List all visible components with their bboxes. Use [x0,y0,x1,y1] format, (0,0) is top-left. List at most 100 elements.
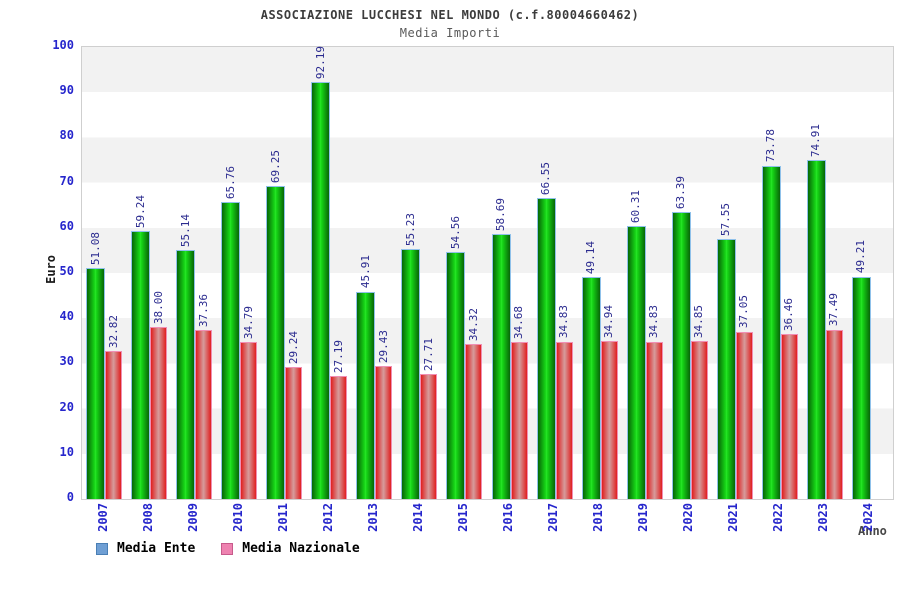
bar-media-ente-2024 [851,276,871,499]
bar-media-ente-2013 [356,291,376,499]
chart-subtitle: Media Importi [399,26,501,40]
bar-media-ente-2016 [491,233,511,499]
value-label-media-ente-2012: 92.19 [313,46,327,80]
bar-media-nazionale-2014 [420,373,438,499]
bar-media-nazionale-2018 [600,341,618,499]
x-tick-label-2010: 2010 [230,503,245,532]
bar-media-ente-2017 [536,198,556,499]
value-label-media-ente-2007: 51.08 [88,232,102,266]
legend: Media Ente Media Nazionale [96,541,360,556]
bar-media-ente-2018 [581,276,601,499]
x-tick-label-2017: 2017 [546,503,561,532]
y-tick-label-80: 80 [59,128,74,143]
bar-media-ente-2009 [176,249,196,499]
legend-swatch-media-ente [96,542,108,555]
bar-media-nazionale-2022 [780,334,798,499]
legend-swatch-media-nazionale [221,542,234,555]
bar-media-ente-2019 [626,226,646,499]
value-label-media-nazionale-2016: 34.68 [512,306,525,340]
x-tick-label-2024: 2024 [861,503,876,532]
chart-title: ASSOCIAZIONE LUCCHESI NEL MONDO (c.f.800… [260,8,640,22]
y-tick-label-20: 20 [59,399,74,414]
x-tick-label-2015: 2015 [455,503,470,532]
bar-media-ente-2008 [131,231,151,499]
bar-media-nazionale-2012 [330,376,348,499]
x-tick-label-2007: 2007 [95,503,110,532]
bar-media-nazionale-2009 [195,330,213,499]
value-label-media-ente-2013: 45.91 [358,255,372,289]
value-label-media-nazionale-2012: 27.19 [331,339,345,374]
bar-media-nazionale-2020 [690,341,708,499]
value-label-media-nazionale-2013: 29.43 [376,329,390,363]
bar-media-nazionale-2007 [105,350,122,499]
value-label-media-nazionale-2010: 34.79 [241,305,255,339]
value-label-media-nazionale-2021: 37.05 [737,295,751,329]
legend-item-media-ente: Media Ente [96,541,195,556]
y-tick-label-40: 40 [59,309,74,324]
legend-label-media-nazionale: Media Nazionale [242,541,360,556]
x-tick-label-2019: 2019 [636,503,651,532]
bar-media-ente-2012 [311,82,331,499]
value-label-media-ente-2018: 49.14 [584,240,598,274]
bar-media-nazionale-2021 [735,331,753,499]
value-label-media-nazionale-2009: 37.36 [196,294,210,328]
y-tick-label-70: 70 [59,173,74,188]
value-label-media-nazionale-2014: 27.71 [421,337,435,371]
y-tick-label-100: 100 [52,38,74,52]
y-tick-label-50: 50 [59,264,74,278]
y-tick-label-30: 30 [59,354,74,369]
x-tick-label-2021: 2021 [726,503,741,532]
value-label-media-nazionale-2008: 38.00 [151,291,165,325]
x-tick-label-2013: 2013 [365,503,380,532]
y-tick-label-90: 90 [59,83,74,98]
value-label-media-nazionale-2017: 34.83 [557,305,571,339]
y-tick-label-10: 10 [59,444,74,459]
x-axis-title: Anno [858,524,887,538]
legend-item-media-nazionale: Media Nazionale [221,541,360,556]
x-tick-label-2012: 2012 [320,503,335,532]
bar-media-nazionale-2023 [825,329,843,499]
x-tick-label-2011: 2011 [275,503,290,532]
bar-media-ente-2011 [266,186,286,499]
bar-media-ente-2022 [761,165,781,499]
x-tick-label-2009: 2009 [185,503,200,532]
x-tick-label-2022: 2022 [771,503,786,532]
x-tick-label-2008: 2008 [140,503,155,532]
value-label-media-ente-2010: 65.76 [223,165,237,199]
value-label-media-ente-2009: 55.14 [178,213,192,247]
value-label-media-nazionale-2019: 34.83 [647,305,661,339]
bar-media-ente-2020 [671,212,691,499]
value-label-media-ente-2017: 66.55 [539,162,553,196]
y-tick-label-60: 60 [59,218,74,233]
x-tick-label-2014: 2014 [410,503,425,532]
value-label-media-ente-2022: 73.78 [764,129,778,163]
bar-media-nazionale-2008 [150,327,168,499]
value-label-media-nazionale-2023: 37.49 [827,293,841,327]
bar-media-ente-2010 [221,201,241,499]
value-label-media-nazionale-2015: 34.32 [466,307,480,341]
value-label-media-ente-2011: 69.25 [268,149,282,183]
bar-media-ente-2015 [446,252,466,499]
value-label-media-nazionale-2011: 29.24 [286,330,300,364]
x-tick-label-2016: 2016 [501,503,516,532]
y-tick-label-0: 0 [66,490,74,504]
value-label-media-ente-2021: 57.55 [719,202,733,236]
x-tick-label-2018: 2018 [591,503,606,532]
value-label-media-ente-2014: 55.23 [403,213,417,247]
value-label-media-nazionale-2018: 34.94 [602,304,616,339]
bar-media-nazionale-2019 [645,341,663,499]
x-tick-label-2020: 2020 [681,503,696,532]
bar-media-nazionale-2015 [465,343,483,499]
value-label-media-nazionale-2022: 36.46 [782,298,796,332]
value-label-media-ente-2019: 60.31 [629,190,643,224]
value-label-media-ente-2008: 59.24 [133,195,147,229]
value-label-media-ente-2024: 49.21 [854,240,868,274]
value-label-media-nazionale-2020: 34.85 [692,305,706,339]
value-label-media-nazionale-2007: 32.82 [106,314,120,348]
value-label-media-ente-2023: 74.91 [809,124,823,158]
legend-label-media-ente: Media Ente [117,541,196,556]
bar-media-ente-2021 [716,238,736,499]
value-label-media-ente-2015: 54.56 [448,216,462,250]
bar-media-nazionale-2016 [510,342,528,499]
bar-media-nazionale-2011 [285,366,303,499]
